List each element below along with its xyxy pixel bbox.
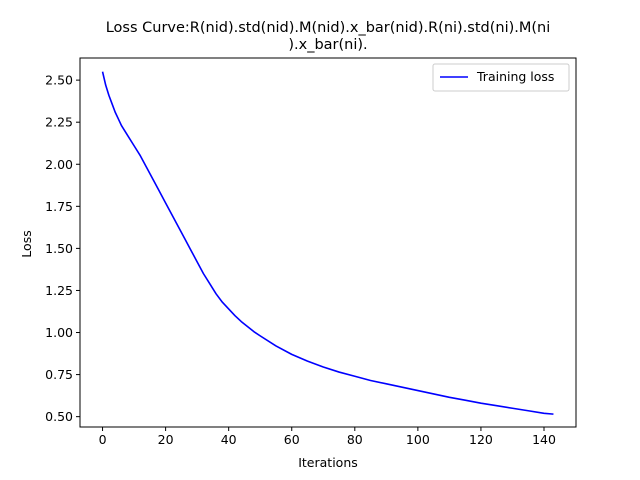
y-tick-label: 2.50	[45, 73, 73, 88]
y-axis-label: Loss	[19, 230, 34, 257]
series-training-loss-line	[101, 71, 554, 415]
chart-title-line-2: ).x_bar(ni).	[288, 37, 367, 53]
x-axis-label: Iterations	[298, 455, 358, 470]
x-tick-label: 60	[284, 432, 300, 447]
plot-area: 0 20 40 60 80 100 120 140 0.50 0.75 1.00 1.25 1.50 1.…	[45, 57, 577, 447]
y-tick-label: 1.00	[45, 325, 73, 340]
y-tick-label: 1.75	[45, 199, 73, 214]
legend-label-training-loss: Training loss	[476, 69, 554, 84]
y-tick-label: 0.75	[45, 367, 73, 382]
y-tick-label: 2.00	[45, 157, 73, 172]
x-tick-label: 120	[469, 432, 493, 447]
x-tick-label: 20	[158, 432, 174, 447]
x-tick-label: 40	[221, 432, 237, 447]
x-tick-label: 0	[99, 432, 107, 447]
y-tick-label: 1.25	[45, 283, 73, 298]
x-tick-label: 140	[532, 432, 556, 447]
y-tick-label: 2.25	[45, 115, 73, 130]
legend-frame	[432, 63, 570, 92]
chart-title-line-1: Loss Curve:R(nid).std(nid).M(nid).x_bar(…	[106, 20, 551, 36]
x-tick-label: 100	[406, 432, 430, 447]
x-tick-label: 80	[347, 432, 363, 447]
legend: Training loss	[432, 63, 570, 92]
axes-frame	[79, 57, 577, 428]
y-tick-label: 0.50	[45, 409, 73, 424]
y-tick-label: 1.50	[45, 241, 73, 256]
